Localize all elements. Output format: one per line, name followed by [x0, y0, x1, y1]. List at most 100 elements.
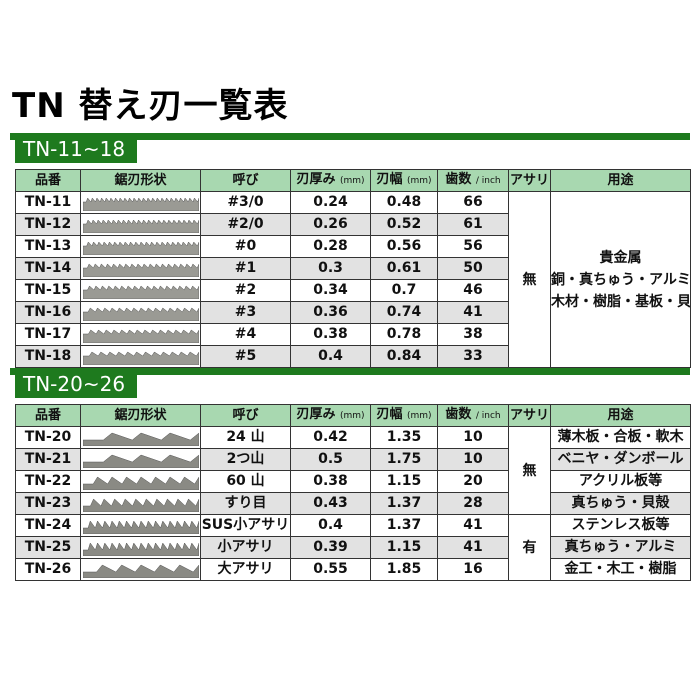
shape-cell	[80, 235, 201, 258]
name-cell: 2つ山	[200, 448, 291, 471]
teeth-cell: 61	[437, 213, 509, 236]
section-label: TN-11~18	[15, 133, 137, 163]
width-cell: 1.37	[370, 492, 438, 515]
table-row: TN-24 SUS小アサリ 0.4 1.37 41 有ステンレス板等	[15, 514, 691, 581]
thickness-cell: 0.3	[290, 257, 371, 280]
header-thickness: 刃厚み (mm)	[290, 169, 371, 192]
header-width: 刃幅 (mm)	[370, 169, 438, 192]
shape-cell	[80, 492, 201, 515]
saw-blade-image	[83, 307, 199, 321]
thickness-cell: 0.38	[290, 470, 371, 493]
teeth-cell: 46	[437, 279, 509, 302]
thickness-cell: 0.24	[290, 191, 371, 214]
blade-table: 品番 鋸刃形状 呼び 刃厚み (mm) 刃幅 (mm) 歯数 / inch アサ…	[15, 169, 691, 368]
saw-blade-image	[83, 351, 199, 365]
saw-blade-image	[83, 329, 199, 343]
set-cell: 無	[508, 426, 551, 515]
code-cell: TN-22	[15, 470, 81, 493]
shape-cell	[80, 301, 201, 324]
saw-blade-image	[83, 241, 199, 255]
width-cell: 0.48	[370, 191, 438, 214]
code-cell: TN-17	[15, 323, 81, 346]
use-cell: ステンレス板等	[550, 514, 691, 537]
thickness-cell: 0.5	[290, 448, 371, 471]
shape-cell	[80, 257, 201, 280]
name-cell: #4	[200, 323, 291, 346]
teeth-cell: 41	[437, 514, 509, 537]
teeth-cell: 66	[437, 191, 509, 214]
width-cell: 0.52	[370, 213, 438, 236]
set-cell: 無	[508, 191, 551, 368]
saw-blade-image	[83, 285, 199, 299]
shape-cell	[80, 470, 201, 493]
thickness-cell: 0.28	[290, 235, 371, 258]
header-row: 品番 鋸刃形状 呼び 刃厚み (mm) 刃幅 (mm) 歯数 / inch アサ…	[15, 404, 691, 427]
shape-cell	[80, 323, 201, 346]
header-shape: 鋸刃形状	[80, 404, 201, 427]
width-cell: 1.85	[370, 558, 438, 581]
use-cell: 真ちゅう・アルミ	[550, 536, 691, 559]
thickness-cell: 0.42	[290, 426, 371, 449]
shape-cell	[80, 213, 201, 236]
name-cell: 小アサリ	[200, 536, 291, 559]
table-row: TN-20 24 山 0.42 1.35 10 無薄木板・合板・軟木	[15, 426, 691, 515]
header-teeth: 歯数 / inch	[437, 169, 509, 192]
code-cell: TN-23	[15, 492, 81, 515]
code-cell: TN-24	[15, 514, 81, 537]
width-cell: 1.75	[370, 448, 438, 471]
saw-blade-image	[83, 263, 199, 277]
saw-blade-image	[83, 519, 199, 534]
width-cell: 0.7	[370, 279, 438, 302]
saw-blade-image	[83, 564, 199, 578]
use-cell: アクリル板等	[550, 470, 691, 493]
teeth-cell: 28	[437, 492, 509, 515]
shape-cell	[80, 558, 201, 581]
width-cell: 0.78	[370, 323, 438, 346]
thickness-cell: 0.34	[290, 279, 371, 302]
width-cell: 0.74	[370, 301, 438, 324]
saw-blade-image	[83, 196, 199, 211]
code-cell: TN-11	[15, 191, 81, 214]
section-bar	[10, 368, 690, 375]
code-cell: TN-26	[15, 558, 81, 581]
thickness-cell: 0.4	[290, 345, 371, 368]
name-cell: #0	[200, 235, 291, 258]
teeth-cell: 50	[437, 257, 509, 280]
shape-cell	[80, 448, 201, 471]
shape-cell	[80, 514, 201, 537]
table-row: TN-13 #0 0.28 0.56 56	[15, 235, 691, 258]
header-code: 品番	[15, 404, 81, 427]
header-thickness: 刃厚み (mm)	[290, 404, 371, 427]
saw-blade-image	[83, 454, 199, 468]
width-cell: 1.37	[370, 514, 438, 537]
header-set: アサリ	[508, 404, 551, 427]
table-row: TN-16 #3 0.36 0.74 41	[15, 301, 691, 324]
thickness-cell: 0.55	[290, 558, 371, 581]
teeth-cell: 20	[437, 470, 509, 493]
saw-blade-image	[83, 219, 199, 233]
name-cell: #2	[200, 279, 291, 302]
header-use: 用途	[550, 169, 691, 192]
header-width: 刃幅 (mm)	[370, 404, 438, 427]
width-cell: 1.35	[370, 426, 438, 449]
table-row: TN-17 #4 0.38 0.78 38	[15, 323, 691, 346]
use-cell: ベニヤ・ダンボール	[550, 448, 691, 471]
use-cell: 金工・木工・樹脂	[550, 558, 691, 581]
table-row: TN-25 小アサリ 0.39 1.15 41 真ちゅう・アルミ	[15, 536, 691, 559]
table-row: TN-26 大アサリ 0.55 1.85 16 金工・木工・樹脂	[15, 558, 691, 581]
teeth-cell: 16	[437, 558, 509, 581]
width-cell: 0.61	[370, 257, 438, 280]
width-cell: 1.15	[370, 536, 438, 559]
thickness-cell: 0.26	[290, 213, 371, 236]
width-cell: 0.56	[370, 235, 438, 258]
teeth-cell: 38	[437, 323, 509, 346]
set-cell: 有	[508, 514, 551, 581]
blade-table: 品番 鋸刃形状 呼び 刃厚み (mm) 刃幅 (mm) 歯数 / inch アサ…	[15, 404, 691, 581]
saw-blade-image	[83, 498, 199, 512]
name-cell: #5	[200, 345, 291, 368]
use-cell: 貴金属 銅・真ちゅう・アルミ 木材・樹脂・基板・貝殻	[550, 191, 691, 368]
shape-cell	[80, 279, 201, 302]
width-cell: 0.84	[370, 345, 438, 368]
code-cell: TN-14	[15, 257, 81, 280]
use-cell: 薄木板・合板・軟木	[550, 426, 691, 449]
